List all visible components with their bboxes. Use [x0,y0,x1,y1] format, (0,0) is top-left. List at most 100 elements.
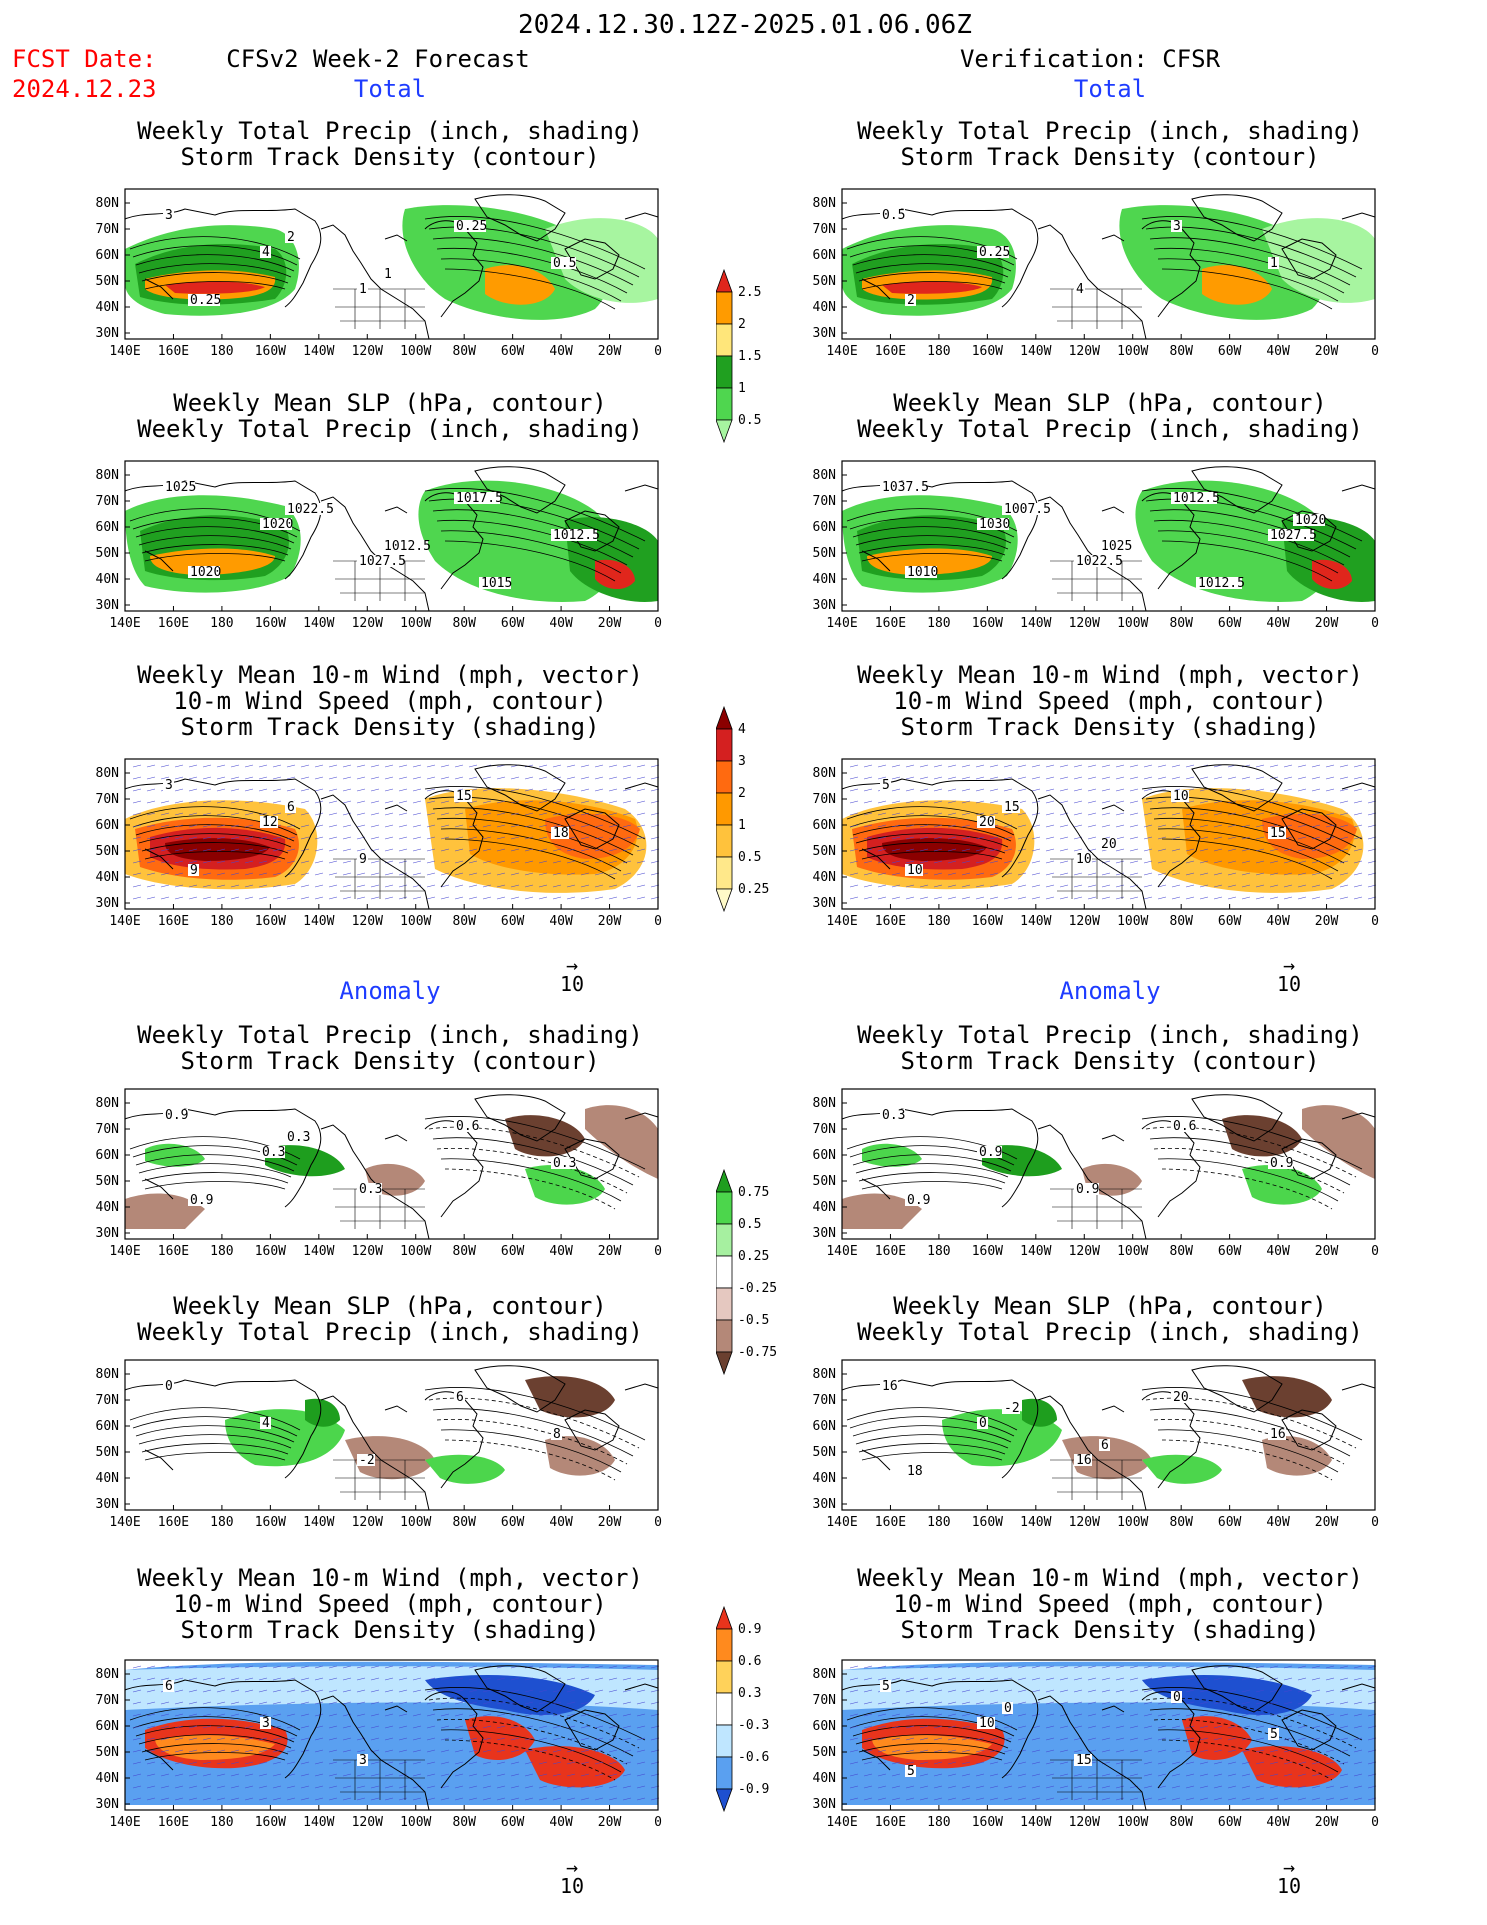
lat-tick-label: 70N [813,1393,836,1408]
lat-tick-label: 60N [813,1719,836,1734]
vector-reference-value: 10 [1277,1874,1302,1898]
lon-tick-label: 100W [1117,1515,1148,1530]
lon-tick-label: 80W [452,914,476,929]
verification-anomaly-precip-map: 0.3 0.9 0.9 0.6 0.9 0.9 80N 70N 60N 50N 40N 30N 140E… [797,1085,1379,1259]
lat-tick-label: 30N [813,326,836,341]
lat-tick-label: 80N [96,1367,119,1382]
fc-anom-wind-title-1: Weekly Mean 10-m Wind (mph, vector) [137,1564,643,1592]
lon-tick-label: 160E [158,914,189,929]
lat-tick-label: 70N [813,1693,836,1708]
lon-tick-label: 180 [210,1815,233,1830]
shading-region [1242,1376,1332,1418]
lon-tick-label: 140E [109,1244,140,1259]
colorbar-label: 3 [738,754,746,769]
lon-tick-label: 60W [1218,1815,1242,1830]
colorbar-swatch [715,323,733,357]
shading-region [1142,1454,1222,1484]
contour-label: 1022.5 [1076,554,1123,569]
lon-tick-label: 140W [1020,616,1051,631]
lon-tick-label: 160W [972,1515,1003,1530]
shading-region [525,1376,615,1418]
vf-anom-wind-title-2: 10-m Wind Speed (mph, contour) [893,1590,1327,1618]
contour-label: 0.3 [287,1130,310,1145]
shading-region [165,281,265,294]
lon-tick-label: 180 [210,1244,233,1259]
colorbar-label: 0.75 [738,1185,769,1200]
colorbar-swatch [715,1724,733,1758]
contour-label: 1020 [1295,513,1326,528]
contour-label: 0 [165,1379,173,1394]
colorbar-label: 0.5 [738,850,761,865]
colorbar-swatch [715,1255,733,1289]
lat-tick-label: 60N [96,1719,119,1734]
shading-region [525,1746,625,1788]
lon-tick-label: 160E [875,914,906,929]
lon-tick-label: 60W [501,1244,525,1259]
lon-tick-label: 140W [303,1244,334,1259]
shading-region [1242,1746,1342,1788]
lon-tick-label: 40W [549,1244,573,1259]
lon-tick-label: 120W [352,1815,383,1830]
lon-tick-label: 40W [1266,914,1290,929]
contour-label: 1027.5 [1270,528,1317,543]
contour-label: 20 [1101,837,1117,852]
contour-label: 0.25 [456,219,487,234]
contour-label: 16 [882,1379,898,1394]
lon-tick-label: 80W [1169,914,1193,929]
contour-label: 1012.5 [1173,491,1220,506]
vf_anom_wind-svg: 5 10 15 0 5 5 0 80N 70N 60N 50N 40N 30N 140E 160E 180 16… [813,1659,1379,1830]
contour-label: 1025 [165,480,196,495]
shading-region [485,265,555,305]
colorbar-swatch [715,1660,733,1694]
lon-tick-label: 180 [210,344,233,359]
lat-tick-label: 80N [813,1367,836,1382]
lat-tick-label: 30N [96,1497,119,1512]
lon-tick-label: 160W [972,1815,1003,1830]
lon-tick-label: 0 [654,1515,662,1530]
shading-region [882,281,982,294]
vector-arrow-icon: → [1283,1855,1296,1879]
shading-region [545,218,658,303]
lon-tick-label: 100W [400,1244,431,1259]
contour-label: 0.9 [907,1193,930,1208]
contour-label: 18 [907,1464,923,1479]
contour-label: 4 [262,245,270,260]
lon-tick-label: 100W [400,1515,431,1530]
lon-tick-label: 0 [1371,914,1379,929]
contour-label: 0.9 [979,1145,1002,1160]
contour-label: 9 [190,863,198,878]
contour-label: 8 [553,1427,561,1442]
contour-label: 1015 [481,576,512,591]
lon-tick-label: 160E [875,1515,906,1530]
vf-total-precip-title-2: Storm Track Density (contour) [900,143,1320,171]
lon-tick-label: 120W [1069,1244,1100,1259]
lon-tick-label: 100W [400,1815,431,1830]
lon-tick-label: 140W [303,616,334,631]
lat-tick-label: 30N [96,326,119,341]
storm-anomaly-colorbar: 0.9 0.6 0.3 -0.3 -0.6 -0.9 [715,1605,786,1817]
fc-total-precip-title-1: Weekly Total Precip (inch, shading) [137,117,643,145]
precip_total-colorbar-svg: 2.521.510.50.25 [715,268,769,460]
lon-tick-label: 100W [400,616,431,631]
lon-tick-label: 100W [400,344,431,359]
date-range-title: 2024.12.30.12Z-2025.01.06.06Z [518,10,972,40]
colorbar-label: -0.9 [738,1782,769,1797]
vf_anom_slp-svg: 16 0 16 20 16 18 -2 6 80N 70N 60N 50N 40N 30N 140E 160E… [813,1359,1379,1530]
lat-tick-label: 40N [96,1200,119,1215]
forecast-anomaly-precip-map: 0.9 0.3 0.3 0.6 0.3 0.9 0.3 80N 70N 60N 50N 40N 30N 1… [80,1085,662,1259]
lon-tick-label: 120W [1069,914,1100,929]
fc_anom_precip-svg: 0.90.30.30.60.30.90.380N70N60N50N40N30N1… [96,1088,662,1259]
lon-tick-label: 120W [1069,616,1100,631]
lon-tick-label: 20W [598,1244,622,1259]
colorbar-swatch [715,856,733,890]
fc-total-slp-title-2: Weekly Total Precip (inch, shading) [137,415,643,443]
verification-total-precip-map: 0.5 0.25 4 3 1 2 80N 70N 60N 50N 40N 30N 140E 160E 180… [797,185,1379,359]
lat-tick-label: 60N [813,248,836,263]
lat-tick-label: 50N [96,1174,119,1189]
contour-label: 2 [287,230,295,245]
forecast-total-precip-map: 3 4 1 0.25 0.5 0.25 2 1 80N 70N 60N 50N 40N 30N 140E 16… [80,185,662,359]
lon-tick-label: 60W [501,1815,525,1830]
lon-tick-label: 20W [598,914,622,929]
fc_anom_wind-svg: 6 3 3 80N 70N 60N 50N 40N 30N 140E 160E 180 160W 140W… [96,1659,662,1830]
contour-label: 0.3 [262,1145,285,1160]
